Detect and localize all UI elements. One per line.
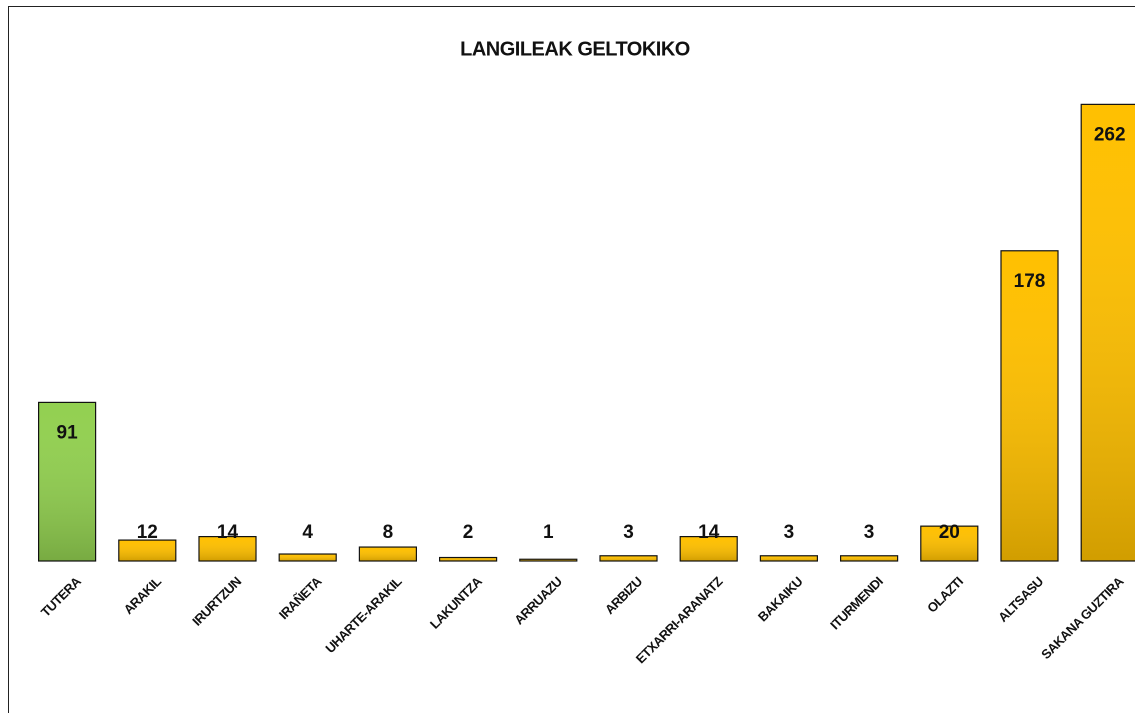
bar bbox=[759, 555, 819, 562]
value-label: 4 bbox=[302, 522, 313, 543]
bar bbox=[439, 556, 498, 562]
bar bbox=[118, 539, 177, 562]
bar bbox=[278, 553, 337, 562]
bar bbox=[599, 555, 658, 562]
value-label: 3 bbox=[864, 522, 875, 543]
bar bbox=[1080, 103, 1135, 562]
bar bbox=[1000, 250, 1059, 562]
value-label: 12 bbox=[137, 522, 158, 543]
value-label: 14 bbox=[698, 522, 720, 543]
value-label: 1 bbox=[543, 522, 554, 543]
value-label: 262 bbox=[1094, 124, 1126, 145]
value-label: 91 bbox=[57, 422, 79, 443]
chart-border bbox=[8, 6, 1135, 713]
bar bbox=[519, 558, 578, 562]
value-label: 3 bbox=[784, 522, 795, 543]
value-label: 178 bbox=[1014, 271, 1046, 292]
value-label: 14 bbox=[217, 522, 239, 543]
value-label: 3 bbox=[623, 522, 634, 543]
value-label: 2 bbox=[463, 522, 474, 543]
value-label: 8 bbox=[383, 522, 394, 543]
bar bbox=[839, 555, 899, 562]
value-label: 20 bbox=[939, 522, 960, 543]
bar bbox=[358, 546, 417, 562]
chart-title: LANGILEAK GELTOKIKO bbox=[460, 38, 690, 60]
